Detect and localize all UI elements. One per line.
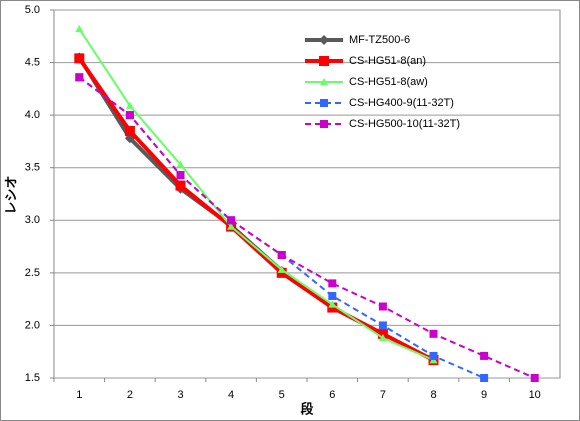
marker xyxy=(124,125,135,136)
marker xyxy=(176,160,185,168)
x-tick-label: 3 xyxy=(177,389,183,401)
legend-marker xyxy=(320,78,328,86)
marker xyxy=(227,222,236,230)
marker xyxy=(429,351,438,360)
series-line xyxy=(78,28,434,362)
y-tick-label: 3.0 xyxy=(25,214,40,226)
marker xyxy=(125,111,134,120)
marker xyxy=(277,250,286,259)
x-tick-label: 5 xyxy=(279,389,285,401)
legend: MF-TZ500-6 CS-HG51-8(an) CS-HG51-8(aw) CS-H… xyxy=(305,34,460,130)
marker xyxy=(429,329,438,338)
marker xyxy=(530,374,539,382)
y-tick-label: 4.5 xyxy=(25,56,40,68)
x-tick-label: 8 xyxy=(430,389,436,401)
marker xyxy=(277,265,286,273)
y-tick-label: 1.5 xyxy=(25,372,40,384)
x-tick-label: 10 xyxy=(529,389,541,401)
marker xyxy=(328,300,337,308)
x-tick-label: 7 xyxy=(380,389,386,401)
legend-marker xyxy=(320,99,328,107)
marker xyxy=(227,216,236,225)
x-axis-label: 段 xyxy=(300,401,313,416)
marker xyxy=(125,101,134,109)
legend-label: CS-HG400-9(11-32T) xyxy=(349,97,454,109)
x-tick-label: 1 xyxy=(76,389,82,401)
marker xyxy=(74,53,85,64)
marker xyxy=(328,279,337,288)
legend-label: MF-TZ500-6 xyxy=(349,34,410,46)
marker xyxy=(377,328,388,339)
legend-marker xyxy=(319,56,329,66)
legend-label: CS-HG51-8(aw) xyxy=(349,76,428,88)
legend-label: CS-HG51-8(an) xyxy=(349,55,426,67)
marker xyxy=(75,24,84,33)
x-tick-label: 9 xyxy=(481,389,487,401)
y-tick-label: 2.0 xyxy=(25,319,40,331)
marker xyxy=(75,73,84,82)
x-tick-label: 6 xyxy=(329,389,335,401)
plot-area xyxy=(53,9,561,379)
legend-marker xyxy=(320,120,328,128)
y-tick-label: 3.5 xyxy=(25,162,40,174)
marker xyxy=(176,171,185,180)
y-tick-label: 5.0 xyxy=(25,4,40,16)
x-tick-label: 2 xyxy=(127,389,133,401)
marker xyxy=(378,334,387,342)
legend-marker xyxy=(319,35,329,45)
series-line xyxy=(78,76,536,379)
marker xyxy=(480,351,489,360)
marker xyxy=(175,180,186,191)
y-axis-label: レシオ xyxy=(3,175,18,214)
y-tick-label: 4.0 xyxy=(25,109,40,121)
marker xyxy=(378,302,387,311)
x-tick-label: 4 xyxy=(228,389,234,401)
marker xyxy=(378,321,387,330)
series-line xyxy=(77,57,435,362)
marker xyxy=(480,374,489,382)
y-tick-label: 2.5 xyxy=(25,267,40,279)
marker xyxy=(328,291,337,300)
legend-label: CS-HG500-10(11-32T) xyxy=(349,118,460,130)
